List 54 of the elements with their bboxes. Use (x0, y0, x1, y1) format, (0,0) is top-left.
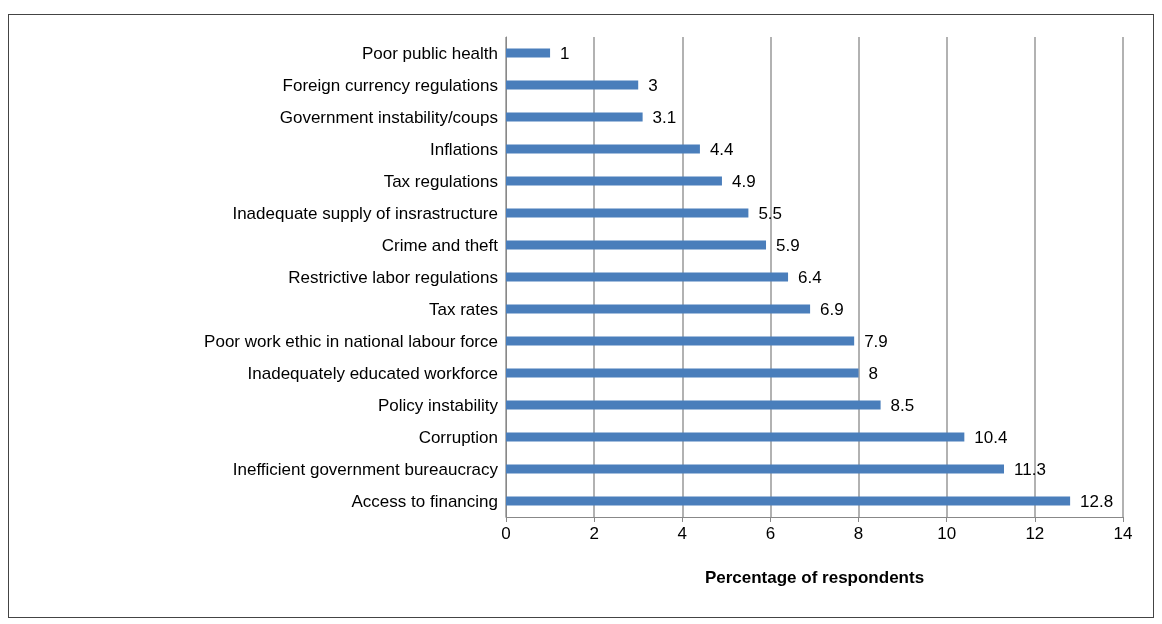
x-tick-label: 0 (501, 524, 511, 543)
x-tick-label: 2 (589, 524, 599, 543)
bar (506, 144, 700, 154)
bar (506, 400, 881, 410)
bar (506, 336, 855, 346)
x-tick-label: 8 (853, 524, 864, 543)
bar (506, 496, 1071, 506)
bar (506, 272, 789, 282)
data-label: 5.5 (758, 203, 783, 223)
data-label: 1 (560, 43, 570, 63)
data-label: 4.4 (709, 139, 734, 159)
y-tick-label: Government instability/coups (279, 107, 498, 127)
y-tick-label: Inadequately educated workforce (247, 363, 498, 383)
y-tick-label: Policy instability (378, 395, 499, 415)
y-tick-label: Tax regulations (383, 171, 498, 191)
y-tick-label: Poor work ethic in national labour force (204, 331, 498, 351)
data-label: 7.9 (864, 331, 888, 351)
bar (506, 176, 722, 186)
y-tick-label: Inefficient government bureaucracy (232, 459, 499, 479)
y-tick-label: Inadequate supply of insrastructure (232, 203, 498, 223)
y-tick-label: Corruption (418, 427, 498, 447)
y-tick-label: Inflations (429, 139, 498, 159)
x-tick-label: 4 (677, 524, 688, 543)
data-label: 3.1 (652, 107, 677, 127)
data-label: 4.9 (731, 171, 756, 191)
data-label: 5.9 (776, 235, 800, 255)
y-tick-label: Restrictive labor regulations (288, 267, 498, 287)
bar (506, 112, 643, 122)
bar (506, 304, 811, 314)
y-tick-label: Poor public health (361, 43, 498, 63)
bar (506, 240, 767, 250)
data-label: 8 (868, 363, 879, 383)
data-label: 10.4 (974, 427, 1008, 447)
y-tick-label: Foreign currency regulations (282, 75, 498, 95)
y-tick-label: Crime and theft (381, 235, 499, 255)
bar (506, 464, 1005, 474)
data-label: 3 (648, 75, 658, 95)
data-label: 6.4 (798, 267, 822, 287)
data-label: 8.5 (890, 395, 915, 415)
bar (506, 48, 551, 58)
bar (506, 368, 859, 378)
x-tick-label: 10 (937, 524, 957, 543)
x-tick-label: 6 (765, 524, 776, 543)
data-label: 12.8 (1080, 491, 1114, 511)
bar (506, 80, 639, 90)
x-axis-title: Percentage of respondents (704, 568, 925, 587)
bar (506, 208, 749, 218)
x-tick-label: 14 (1113, 524, 1133, 543)
data-label: 6.9 (820, 299, 844, 319)
data-label: 11.3 (1014, 459, 1046, 479)
bar (506, 432, 965, 442)
y-tick-label: Access to financing (351, 491, 498, 511)
x-tick-label: 12 (1025, 524, 1045, 543)
y-tick-label: Tax rates (429, 299, 498, 319)
